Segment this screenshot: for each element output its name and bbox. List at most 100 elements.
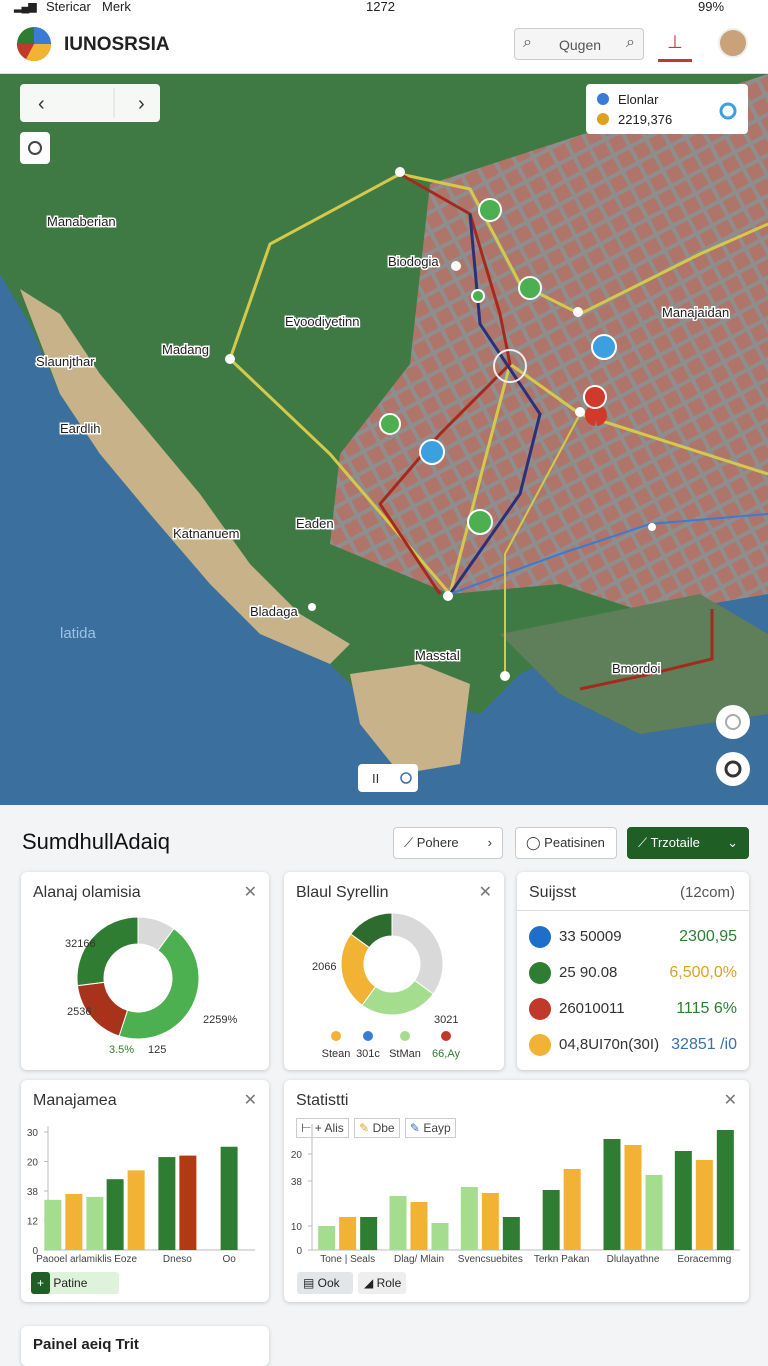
bar-card: Statistti ✕ 0 10 38 20 Tone | Seals Dlag/ Mlai…: [284, 1080, 749, 1302]
decor: [20, 84, 160, 122]
x-tick-label: Terkn Pakan: [534, 1254, 590, 1265]
list-row: 04,8UI70n(30I) 32851 /i0: [529, 1033, 737, 1057]
decor: [17, 44, 34, 59]
x-tick-label: Dneso: [163, 1254, 192, 1265]
button-label: Trzotaile: [650, 835, 700, 850]
decor: ✎: [359, 1121, 370, 1135]
bar: [44, 1199, 62, 1250]
x-tick-label: Dlag/ Mlain: [394, 1254, 444, 1265]
button[interactable]: ◢ Role: [358, 1272, 406, 1294]
decor: [419, 334, 617, 465]
panel-title: SumdhullAdaiq: [22, 829, 170, 854]
x-tick-label: Dlulayathne: [607, 1254, 660, 1265]
row-name: 04,8UI70n(30I): [559, 1036, 660, 1053]
map-label: Bladaga: [250, 604, 298, 619]
tool[interactable]: Dbe: [372, 1121, 395, 1135]
decor: ✎ Dbe: [354, 1118, 400, 1138]
legend-swatch: [331, 1031, 341, 1041]
bar: [220, 1146, 238, 1250]
button[interactable]: ⟋ Pohere ›: [393, 827, 503, 859]
decor: [20, 289, 350, 664]
decor: [395, 167, 405, 177]
row-value: 2300,95: [679, 928, 737, 945]
bar: [460, 1187, 478, 1250]
button[interactable]: ▤ Ook: [297, 1272, 353, 1294]
y-tick-label: 30: [27, 1128, 39, 1139]
bar: [410, 1202, 428, 1250]
data-label: 2536: [67, 1006, 91, 1018]
y-tick-label: 12: [27, 1217, 39, 1228]
donut-segment: [391, 912, 444, 995]
bar: [106, 1179, 124, 1250]
map-label: Manaberian: [47, 214, 116, 229]
y-tick-label: 20: [291, 1150, 303, 1161]
data-label: 3.5%: [109, 1044, 134, 1056]
decor: [358, 764, 418, 792]
y-tick-label: 38: [27, 1187, 39, 1198]
bar: [563, 1169, 581, 1250]
decor: [225, 167, 656, 681]
search-box[interactable]: ⌕ Qugen ⌕: [514, 28, 644, 60]
data-label: 32166: [65, 938, 96, 950]
decor: ✕: [723, 1092, 737, 1109]
data-label: 3021: [434, 1014, 458, 1026]
search-text: Qugen: [559, 37, 602, 53]
button[interactable]: ⟋ Trzotaile ⌄: [627, 827, 749, 859]
pin-tab[interactable]: ⊥: [658, 32, 692, 62]
decor: [575, 407, 585, 417]
tool[interactable]: Alis: [324, 1121, 344, 1135]
y-tick-label: 0: [296, 1246, 302, 1257]
decor: [419, 439, 445, 465]
map-label: Slaunjthar: [36, 354, 95, 369]
decor: [585, 404, 607, 426]
button[interactable]: + Patine: [31, 1272, 119, 1294]
decor: ⌕: [523, 34, 532, 51]
decor: [451, 261, 461, 271]
map-label: latida: [60, 625, 97, 642]
decor: [228, 357, 768, 598]
button[interactable]: ◯ Peatisinen: [515, 827, 617, 859]
map-label: Bmordoi: [612, 661, 661, 676]
info-value: 2219,376: [618, 112, 672, 127]
bar: [127, 1170, 145, 1250]
decor: [586, 84, 748, 134]
tool[interactable]: Eayp: [423, 1121, 451, 1135]
donut-chart: 32166 2536 3.5% 125 2259%: [65, 916, 237, 1056]
decor: [26, 44, 51, 61]
decor: [500, 594, 768, 734]
map-label: Katnanuem: [173, 526, 240, 541]
decor: [400, 772, 412, 784]
signal-icon: ▂▄▆: [14, 1, 37, 13]
decor: [597, 93, 609, 105]
x-tick-label: Eoze: [114, 1254, 137, 1265]
legend-swatch: [363, 1031, 373, 1041]
decor: [597, 113, 609, 125]
avatar[interactable]: [718, 28, 748, 58]
bar: [318, 1226, 336, 1250]
button-label: Patine: [53, 1276, 88, 1290]
y-tick-label: 38: [291, 1177, 303, 1188]
map[interactable]: ‹ › Elonlar 2219,376 II Manaberian Biodogi…: [0, 74, 768, 805]
button-label: Pohere: [416, 835, 459, 850]
decor: [330, 74, 768, 614]
card-title: Statistti: [296, 1092, 349, 1109]
decor: ⌕: [626, 34, 635, 51]
x-tick-label: Oo: [222, 1254, 236, 1265]
bar: [481, 1193, 499, 1250]
donut-segment: [76, 916, 139, 987]
decor: ⌄: [727, 835, 738, 850]
decor: [443, 591, 453, 601]
legend-label: 301c: [356, 1048, 380, 1060]
legend-label: Stean: [322, 1048, 351, 1060]
decor: ⊢ + Alis: [296, 1118, 349, 1138]
data-label: 125: [148, 1044, 166, 1056]
row-value: 6,500,0%: [669, 964, 737, 981]
decor: [379, 198, 542, 535]
bar: [339, 1217, 357, 1250]
decor: +: [31, 1272, 51, 1294]
decor: [471, 289, 485, 303]
decor: [34, 27, 51, 44]
card-title: Painel aeiq Trit: [33, 1336, 139, 1353]
bar: [158, 1157, 176, 1250]
